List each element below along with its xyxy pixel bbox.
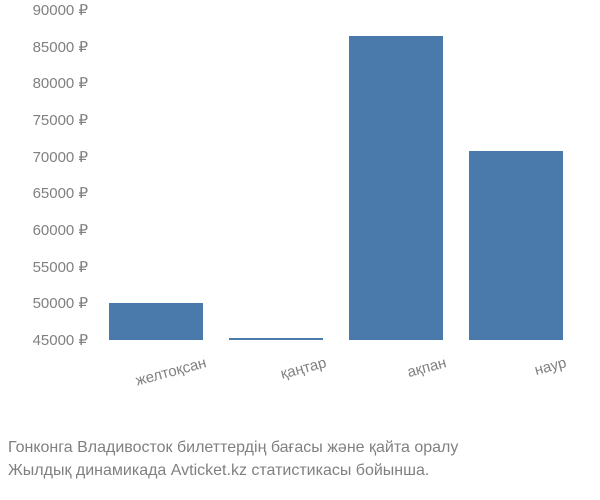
x-axis-tick: ақпан (338, 354, 449, 399)
y-axis-tick: 90000 ₽ (8, 1, 88, 19)
chart-caption: Гонконга Владивосток билеттердің бағасы … (8, 437, 458, 482)
x-axis-tick: наур (458, 354, 569, 399)
y-axis-tick: 55000 ₽ (8, 258, 88, 276)
x-axis-tick: желтоқсан (98, 354, 209, 399)
bar (109, 303, 203, 340)
y-axis-tick: 80000 ₽ (8, 74, 88, 92)
plot-area (96, 10, 576, 340)
bar (349, 36, 443, 340)
y-axis-tick: 65000 ₽ (8, 184, 88, 202)
caption-line-1: Гонконга Владивосток билеттердің бағасы … (8, 437, 458, 459)
y-axis-tick: 70000 ₽ (8, 148, 88, 166)
y-axis-tick: 75000 ₽ (8, 111, 88, 129)
caption-line-2: Жылдық динамикада Avticket.kz статистика… (8, 460, 458, 482)
y-axis-tick: 45000 ₽ (8, 331, 88, 349)
y-axis-tick: 85000 ₽ (8, 38, 88, 56)
bar (229, 338, 323, 340)
y-axis-tick: 50000 ₽ (8, 294, 88, 312)
bar (469, 151, 563, 340)
y-axis-tick: 60000 ₽ (8, 221, 88, 239)
x-axis-tick: қаңтар (218, 354, 329, 399)
price-chart: 45000 ₽ 50000 ₽ 55000 ₽ 60000 ₽ 65000 ₽ 70000… (0, 0, 600, 420)
